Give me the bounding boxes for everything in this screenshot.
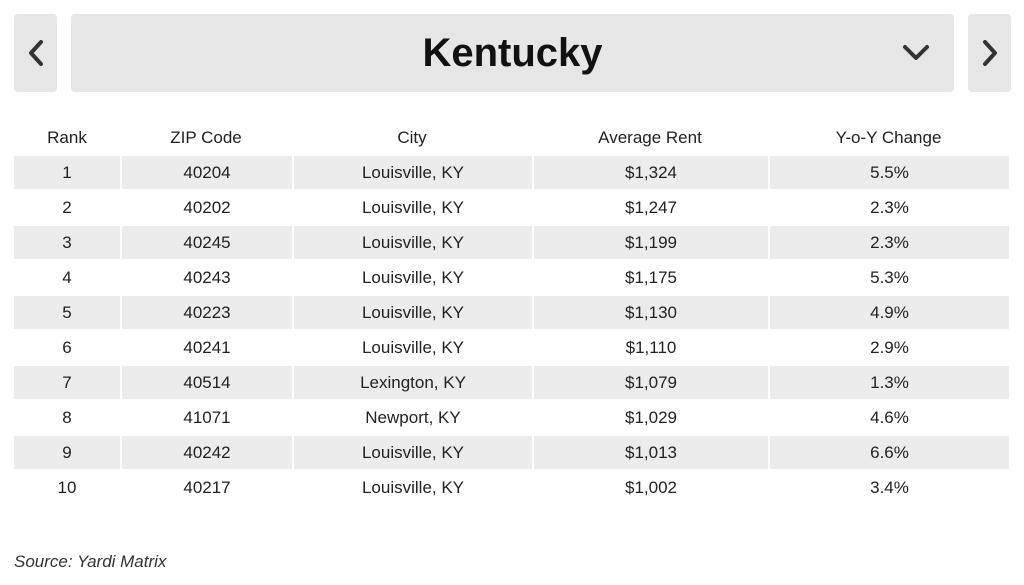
cell-rank: 5 [14,296,120,331]
chevron-right-icon [980,39,1000,67]
cell-average-rent: $1,175 [532,261,768,296]
cell-rank: 1 [14,156,120,191]
cell-zip: 40217 [120,471,292,506]
cell-rank: 4 [14,261,120,296]
cell-city: Louisville, KY [292,331,532,366]
cell-city: Louisville, KY [292,261,532,296]
cell-yoy-change: 5.5% [768,156,1009,191]
cell-average-rent: $1,002 [532,471,768,506]
table-row: 4 40243 Louisville, KY $1,175 5.3% [14,261,1009,296]
cell-yoy-change: 4.9% [768,296,1009,331]
cell-yoy-change: 2.9% [768,331,1009,366]
rent-ranking-table: Rank ZIP Code City Average Rent Y-o-Y Ch… [14,120,1009,506]
cell-rank: 2 [14,191,120,226]
column-header-rank: Rank [47,128,87,147]
table-body: 1 40204 Louisville, KY $1,324 5.5% 2 40202 Loui… [14,156,1009,506]
column-header-city: City [397,128,427,147]
cell-yoy-change: 4.6% [768,401,1009,436]
table-row: 1 40204 Louisville, KY $1,324 5.5% [14,156,1009,191]
cell-average-rent: $1,029 [532,401,768,436]
chevron-down-icon [902,44,930,67]
cell-zip: 40241 [120,331,292,366]
cell-rank: 10 [14,471,120,506]
cell-city: Newport, KY [292,401,532,436]
cell-average-rent: $1,130 [532,296,768,331]
cell-city: Louisville, KY [292,156,532,191]
cell-zip: 40204 [120,156,292,191]
cell-rank: 6 [14,331,120,366]
cell-yoy-change: 3.4% [768,471,1009,506]
column-header-yoy-change: Y-o-Y Change [835,128,942,147]
cell-city: Lexington, KY [292,366,532,401]
cell-yoy-change: 1.3% [768,366,1009,401]
table-row: 7 40514 Lexington, KY $1,079 1.3% [14,366,1009,401]
column-header-average-rent: Average Rent [598,128,702,147]
cell-rank: 8 [14,401,120,436]
cell-rank: 3 [14,226,120,261]
cell-yoy-change: 6.6% [768,436,1009,471]
cell-average-rent: $1,324 [532,156,768,191]
cell-zip: 40243 [120,261,292,296]
cell-average-rent: $1,110 [532,331,768,366]
cell-city: Louisville, KY [292,191,532,226]
cell-yoy-change: 2.3% [768,191,1009,226]
table-row: 8 41071 Newport, KY $1,029 4.6% [14,401,1009,436]
cell-rank: 9 [14,436,120,471]
table-row: 10 40217 Louisville, KY $1,002 3.4% [14,471,1009,506]
cell-city: Louisville, KY [292,226,532,261]
cell-zip: 41071 [120,401,292,436]
cell-zip: 40514 [120,366,292,401]
cell-rank: 7 [14,366,120,401]
cell-average-rent: $1,199 [532,226,768,261]
table-row: 6 40241 Louisville, KY $1,110 2.9% [14,331,1009,366]
cell-zip: 40242 [120,436,292,471]
chevron-left-icon [26,39,46,67]
cell-yoy-change: 5.3% [768,261,1009,296]
cell-zip: 40245 [120,226,292,261]
previous-state-button[interactable] [14,14,57,92]
source-note: Source: Yardi Matrix [14,552,167,571]
state-dropdown[interactable]: Kentucky [71,14,954,92]
cell-zip: 40223 [120,296,292,331]
table-row: 3 40245 Louisville, KY $1,199 2.3% [14,226,1009,261]
cell-average-rent: $1,079 [532,366,768,401]
cell-yoy-change: 2.3% [768,226,1009,261]
table-row: 2 40202 Louisville, KY $1,247 2.3% [14,191,1009,226]
cell-city: Louisville, KY [292,436,532,471]
cell-city: Louisville, KY [292,471,532,506]
table-row: 5 40223 Louisville, KY $1,130 4.9% [14,296,1009,331]
cell-city: Louisville, KY [292,296,532,331]
table-header-row: Rank ZIP Code City Average Rent Y-o-Y Ch… [14,120,1009,156]
table-row: 9 40242 Louisville, KY $1,013 6.6% [14,436,1009,471]
cell-zip: 40202 [120,191,292,226]
state-title: Kentucky [422,31,603,75]
next-state-button[interactable] [968,14,1011,92]
column-header-zip: ZIP Code [170,128,242,147]
cell-average-rent: $1,247 [532,191,768,226]
cell-average-rent: $1,013 [532,436,768,471]
